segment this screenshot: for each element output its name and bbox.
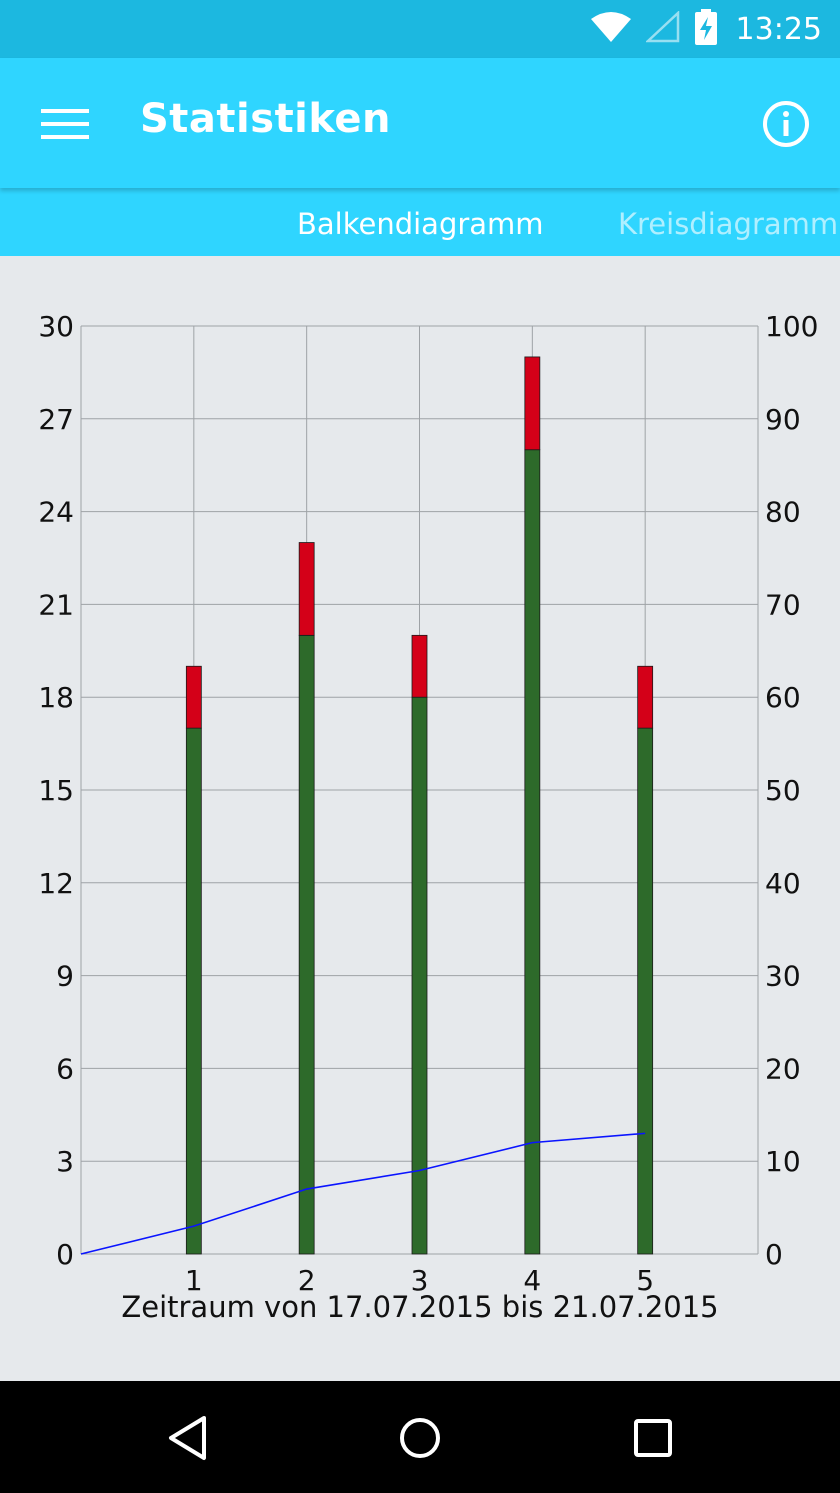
page-title: Statistiken	[140, 96, 392, 142]
bar-chart: 0369121518212427300102030405060708090100…	[38, 310, 818, 1324]
y2-tick-label: 50	[765, 774, 801, 807]
tab-balkendiagramm[interactable]: Balkendiagramm	[297, 207, 544, 241]
bar-segment-red	[185, 665, 202, 729]
info-icon[interactable]	[758, 96, 814, 152]
bar-segment-red	[637, 665, 654, 729]
bar-segment-green	[185, 727, 202, 1255]
status-bar: 13:25	[0, 0, 840, 58]
tab-kreisdiagramm[interactable]: Kreisdiagramm	[618, 207, 839, 241]
y-tick-label: 12	[38, 867, 74, 900]
bar-segment-red	[524, 356, 541, 451]
battery-charging-icon	[694, 8, 718, 50]
y2-tick-label: 100	[765, 310, 818, 343]
y-tick-label: 30	[38, 310, 74, 343]
y-tick-label: 6	[56, 1052, 74, 1085]
y2-tick-label: 40	[765, 867, 801, 900]
x-tick-label: 1	[185, 1264, 203, 1297]
y2-tick-label: 0	[765, 1238, 783, 1271]
y-tick-label: 24	[38, 496, 74, 529]
bar-segment-green	[298, 634, 315, 1255]
back-icon[interactable]	[148, 1403, 228, 1473]
bar-segment-green	[637, 727, 654, 1255]
navigation-bar	[0, 1381, 840, 1493]
line-series	[80, 1132, 646, 1255]
y-tick-label: 21	[38, 588, 74, 621]
home-icon[interactable]	[380, 1403, 460, 1473]
y-tick-label: 0	[56, 1238, 74, 1271]
x-axis-label: Zeitraum von 17.07.2015 bis 21.07.2015	[121, 1290, 718, 1324]
tab-bar: Balkendiagramm Kreisdiagramm	[0, 188, 840, 256]
app-bar: Statistiken	[0, 58, 840, 188]
x-tick-label: 5	[636, 1264, 654, 1297]
x-tick-label: 2	[298, 1264, 316, 1297]
bar-segment-red	[298, 542, 315, 636]
y-tick-label: 9	[56, 960, 74, 993]
y-tick-label: 15	[38, 774, 74, 807]
bar-segment-red	[411, 634, 428, 698]
x-tick-label: 3	[411, 1264, 429, 1297]
bar-segment-green	[524, 449, 541, 1255]
cell-signal-icon	[644, 9, 680, 48]
y2-tick-label: 90	[765, 403, 801, 436]
y2-tick-label: 80	[765, 496, 801, 529]
y2-tick-label: 20	[765, 1052, 801, 1085]
y2-tick-label: 70	[765, 588, 801, 621]
recents-icon[interactable]	[613, 1403, 693, 1473]
y-tick-label: 18	[38, 681, 74, 714]
wifi-icon	[590, 11, 632, 48]
y2-tick-label: 30	[765, 960, 801, 993]
y-tick-label: 3	[56, 1145, 74, 1178]
hamburger-menu-icon[interactable]	[30, 94, 100, 154]
x-tick-label: 4	[523, 1264, 541, 1297]
clock: 13:25	[735, 11, 822, 47]
y2-tick-label: 60	[765, 681, 801, 714]
y-tick-label: 27	[38, 403, 74, 436]
y2-tick-label: 10	[765, 1145, 801, 1178]
chart-area: 0 3 6 9 12 15 18 21 24 27 30 0 10 20 30 40 50 60 70 80 90 100…	[0, 256, 840, 1381]
